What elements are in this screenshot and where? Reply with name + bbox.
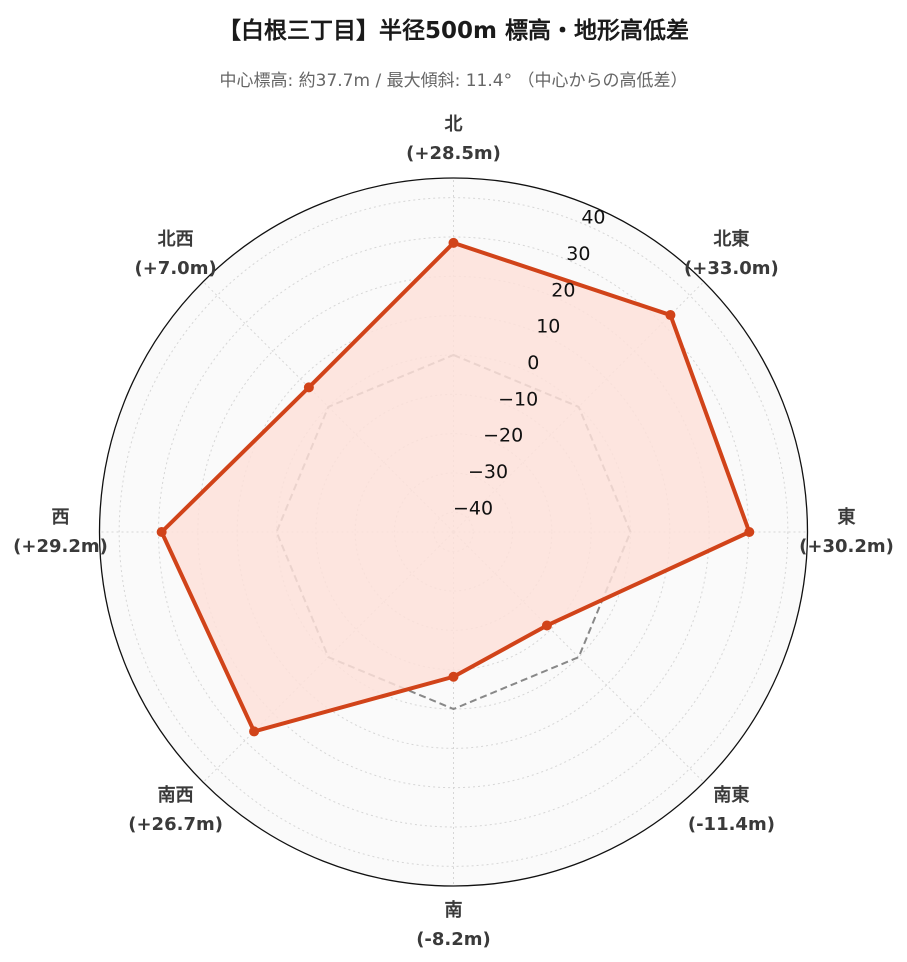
direction-value-label: (-11.4m) (688, 814, 775, 835)
elevation-series-points (156, 237, 755, 737)
radial-tick-label: −10 (498, 388, 538, 410)
data-point (448, 671, 459, 682)
direction-name: 南東 (713, 784, 749, 806)
radial-tick-label: −20 (483, 425, 523, 447)
data-point (249, 726, 260, 737)
radial-tick-label: −40 (453, 497, 493, 519)
direction-name: 北東 (713, 228, 749, 250)
radial-tick-labels: 40 30 20 10 0 −10 −20 −30 −40 (453, 207, 606, 520)
radial-tick-label: −30 (468, 461, 508, 483)
data-point (541, 620, 552, 631)
radial-tick-label: 40 (581, 207, 605, 229)
direction-name: 南西 (158, 784, 194, 806)
direction-value-label: (-8.2m) (416, 929, 491, 950)
direction-name: 北西 (158, 229, 194, 250)
data-point (303, 382, 314, 393)
direction-name: 東 (838, 506, 856, 528)
chart-subtitle: 中心標高: 約37.7m / 最大傾斜: 11.4° （中心からの高低差） (219, 71, 688, 91)
direction-value-label: (+7.0m) (135, 258, 217, 279)
direction-name: 西 (52, 507, 70, 528)
outer-ring (98, 177, 809, 887)
grid-spoke (453, 531, 705, 783)
data-point (156, 527, 167, 537)
radial-tick-label: 0 (527, 352, 539, 374)
radial-tick-label: 30 (566, 243, 590, 265)
direction-value-label: (+33.0m) (684, 258, 779, 279)
direction-value-label: (+30.2m) (799, 536, 894, 557)
data-point (744, 527, 755, 537)
direction-value-label: (+29.2m) (13, 536, 108, 557)
data-point (448, 237, 459, 248)
direction-value-label: (+28.5m) (406, 143, 501, 164)
radial-tick-label: 10 (536, 316, 560, 338)
grid-ring (118, 197, 789, 867)
direction-name: 南 (445, 899, 463, 921)
chart-title: 【白根三丁目】半径500m 標高・地形高低差 (218, 18, 689, 44)
direction-name: 北 (445, 114, 463, 135)
data-point (665, 310, 676, 321)
radial-tick-label: 20 (551, 279, 575, 301)
direction-value-label: (+26.7m) (128, 814, 223, 835)
direction-labels: 北 (+28.5m) 北東 (+33.0m) 東 (+30.2m) 南東 (-11.4m) 南 (… (13, 114, 894, 950)
